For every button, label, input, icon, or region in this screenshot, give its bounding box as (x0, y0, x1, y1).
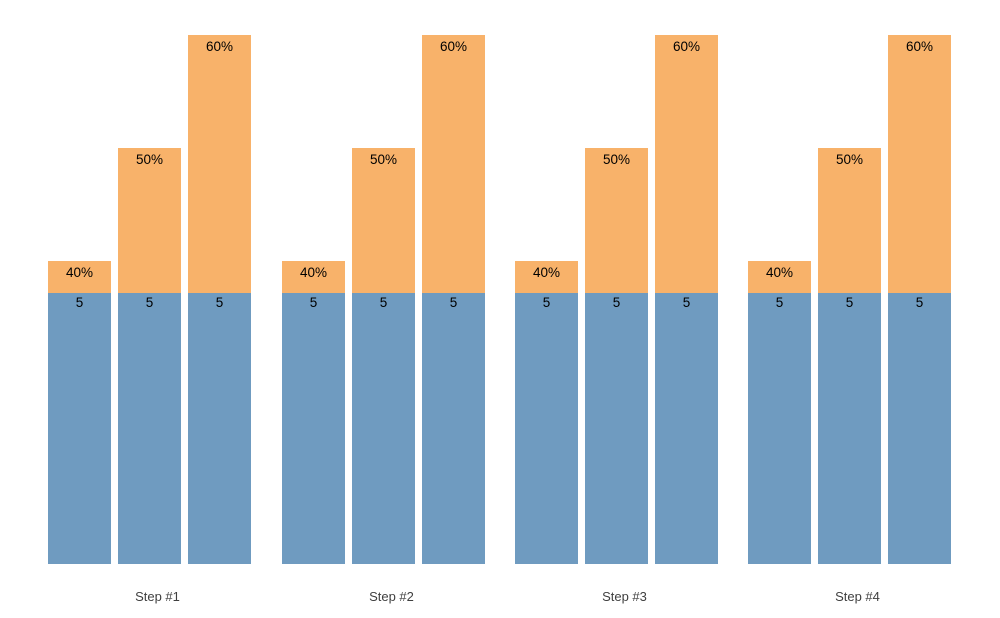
bar-base-value-label: 5 (449, 295, 458, 310)
stacked-bar: 40% 5 (748, 261, 811, 564)
bar-base-segment-blue: 5 (515, 293, 578, 564)
bar-base-value-label: 5 (612, 295, 621, 310)
bar-top-segment-orange: 50% (585, 148, 648, 293)
bar-percent-label: 60% (439, 39, 468, 54)
bar-top-segment-orange: 50% (352, 148, 415, 293)
bar-base-value-label: 5 (145, 295, 154, 310)
category-label: Step #4 (835, 589, 880, 604)
bar-base-value-label: 5 (309, 295, 318, 310)
bar-percent-label: 40% (299, 265, 328, 280)
stacked-bar: 60% 5 (888, 35, 951, 564)
bar-percent-label: 50% (835, 152, 864, 167)
bar-top-segment-orange: 60% (188, 35, 251, 293)
category-label: Step #2 (369, 589, 414, 604)
bar-base-segment-blue: 5 (352, 293, 415, 564)
bar-top-segment-orange: 40% (48, 261, 111, 293)
bar-percent-label: 40% (65, 265, 94, 280)
bar-base-segment-blue: 5 (118, 293, 181, 564)
bar-base-segment-blue: 5 (818, 293, 881, 564)
bar-percent-label: 40% (532, 265, 561, 280)
bar-base-segment-blue: 5 (655, 293, 718, 564)
category-label: Step #3 (602, 589, 647, 604)
bar-percent-label: 50% (369, 152, 398, 167)
bar-percent-label: 60% (672, 39, 701, 54)
bar-base-value-label: 5 (682, 295, 691, 310)
bar-base-value-label: 5 (845, 295, 854, 310)
bar-base-value-label: 5 (542, 295, 551, 310)
bar-group: 40% 5 50% 5 60% 5 Step #4 (748, 0, 951, 618)
bar-base-segment-blue: 5 (888, 293, 951, 564)
bar-base-segment-blue: 5 (188, 293, 251, 564)
stacked-bar: 40% 5 (48, 261, 111, 564)
bar-group: 40% 5 50% 5 60% 5 Step #1 (48, 0, 251, 618)
stacked-bar: 50% 5 (818, 148, 881, 564)
stacked-bar: 60% 5 (422, 35, 485, 564)
bar-percent-label: 40% (765, 265, 794, 280)
bar-percent-label: 60% (205, 39, 234, 54)
bar-top-segment-orange: 60% (422, 35, 485, 293)
bar-base-segment-blue: 5 (422, 293, 485, 564)
category-label: Step #1 (135, 589, 180, 604)
bar-base-value-label: 5 (775, 295, 784, 310)
bar-base-segment-blue: 5 (748, 293, 811, 564)
bar-group: 40% 5 50% 5 60% 5 Step #3 (515, 0, 718, 618)
stacked-bar: 50% 5 (118, 148, 181, 564)
stacked-bar: 40% 5 (515, 261, 578, 564)
bar-base-value-label: 5 (915, 295, 924, 310)
bar-percent-label: 60% (905, 39, 934, 54)
bar-base-segment-blue: 5 (48, 293, 111, 564)
bar-top-segment-orange: 40% (282, 261, 345, 293)
bar-percent-label: 50% (135, 152, 164, 167)
bar-percent-label: 50% (602, 152, 631, 167)
bar-top-segment-orange: 40% (515, 261, 578, 293)
stacked-bar: 60% 5 (188, 35, 251, 564)
bar-top-segment-orange: 50% (118, 148, 181, 293)
bar-top-segment-orange: 40% (748, 261, 811, 293)
bar-top-segment-orange: 50% (818, 148, 881, 293)
stacked-bar: 50% 5 (352, 148, 415, 564)
bar-top-segment-orange: 60% (888, 35, 951, 293)
bar-base-value-label: 5 (75, 295, 84, 310)
bar-base-value-label: 5 (215, 295, 224, 310)
bar-base-segment-blue: 5 (282, 293, 345, 564)
stacked-bar: 40% 5 (282, 261, 345, 564)
bar-group: 40% 5 50% 5 60% 5 Step #2 (282, 0, 485, 618)
bar-top-segment-orange: 60% (655, 35, 718, 293)
stacked-bar: 50% 5 (585, 148, 648, 564)
bar-base-value-label: 5 (379, 295, 388, 310)
stacked-bar: 60% 5 (655, 35, 718, 564)
bar-base-segment-blue: 5 (585, 293, 648, 564)
